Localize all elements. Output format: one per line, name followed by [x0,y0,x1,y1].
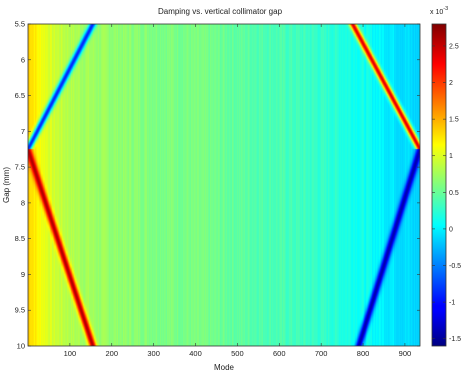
colorbar-tick-label: 2.5 [449,43,459,50]
y-tick-label: 8.5 [15,234,25,243]
y-tick-label: 9.5 [15,306,25,315]
y-tick-label: 5.5 [15,20,25,29]
colorbar-exponent: x 10-3 [430,6,448,16]
plot-area: 100 200 300 400 500 600 700 800 900 5.5 6 6.5 7 7.5 8… [15,20,421,358]
colorbar-tick-label: 1.5 [449,117,459,124]
y-tick-label: 8 [21,198,25,207]
x-tick-label: 900 [399,349,412,358]
colorbar-exponent-power: -3 [443,6,448,12]
y-tick-label: 7 [21,127,25,136]
colorbar: -1.5 -1 -0.5 0 0.5 1 1.5 2 2.5 x 10-3 [430,6,461,347]
colorbar-gradient [431,23,447,347]
y-axis-ticks: 5.5 6 6.5 7 7.5 8 8.5 9 9.5 10 [15,20,420,351]
x-tick-label: 100 [64,349,77,358]
y-tick-label: 6 [21,55,25,64]
x-tick-label: 700 [315,349,328,358]
x-axis-label: Mode [214,363,235,372]
plot-frame [27,23,421,347]
colorbar-tick-label: 0.5 [449,190,459,197]
colorbar-tick-label: -1 [449,300,455,307]
y-axis-label: Gap (mm) [2,167,11,203]
x-tick-label: 500 [231,349,244,358]
y-tick-label: 9 [21,270,25,279]
chart-title: Damping vs. vertical collimator gap [158,7,283,16]
x-tick-label: 800 [357,349,370,358]
x-tick-label: 200 [106,349,119,358]
colorbar-tick-label: -1.5 [449,336,461,343]
colorbar-tick-label: -0.5 [449,263,461,270]
x-tick-label: 400 [189,349,202,358]
x-tick-label: 300 [147,349,160,358]
colorbar-tick-label: 0 [449,226,453,233]
y-tick-label: 10 [17,342,25,351]
x-tick-label: 600 [273,349,286,358]
x-axis-ticks: 100 200 300 400 500 600 700 800 900 [64,24,412,358]
y-tick-label: 7.5 [15,163,25,172]
colorbar-ticks: -1.5 -1 -0.5 0 0.5 1 1.5 2 2.5 [432,43,461,343]
colorbar-tick-label: 1 [449,153,453,160]
colorbar-tick-label: 2 [449,80,453,87]
heatmap-image [28,24,420,346]
y-tick-label: 6.5 [15,91,25,100]
